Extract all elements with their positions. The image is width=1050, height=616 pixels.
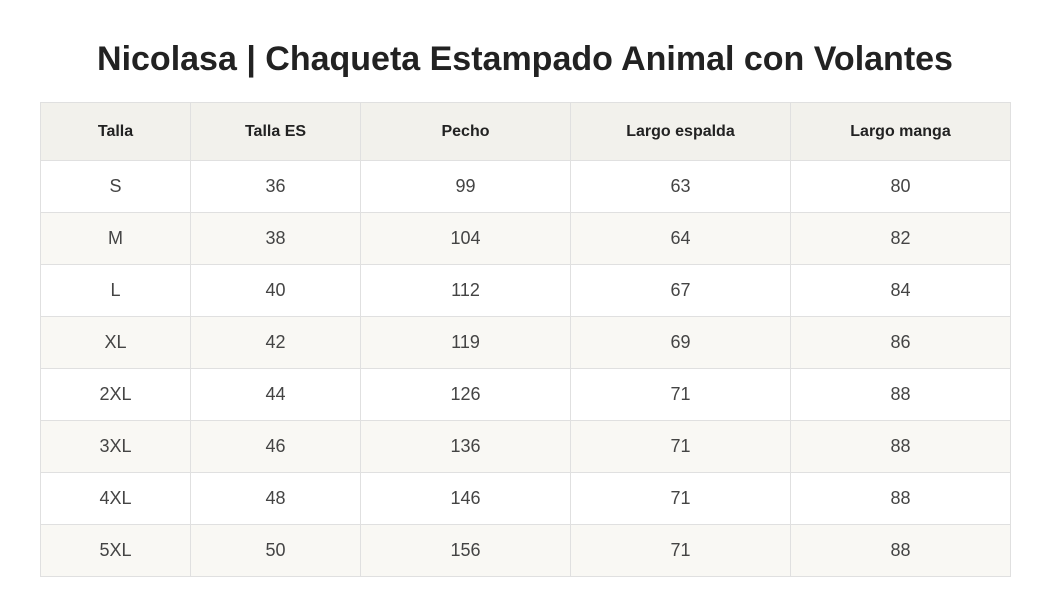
cell-largo-espalda: 67 bbox=[570, 264, 791, 317]
cell-talla: 3XL bbox=[40, 420, 191, 473]
cell-pecho: 156 bbox=[360, 524, 571, 577]
cell-largo-manga: 84 bbox=[790, 264, 1011, 317]
cell-talla: 2XL bbox=[40, 368, 191, 421]
cell-largo-manga: 88 bbox=[790, 524, 1011, 577]
cell-talla-es: 42 bbox=[190, 316, 361, 369]
size-chart-table: Talla Talla ES Pecho Largo espalda Largo… bbox=[40, 102, 1011, 577]
cell-talla: S bbox=[40, 160, 191, 213]
cell-talla-es: 40 bbox=[190, 264, 361, 317]
header-talla-es: Talla ES bbox=[190, 102, 361, 161]
table-header: Talla Talla ES Pecho Largo espalda Largo… bbox=[40, 102, 1011, 161]
table-row: 5XL 50 156 71 88 bbox=[40, 524, 1011, 577]
cell-pecho: 112 bbox=[360, 264, 571, 317]
cell-largo-espalda: 63 bbox=[570, 160, 791, 213]
header-talla: Talla bbox=[40, 102, 191, 161]
table-body: S 36 99 63 80 M 38 104 64 82 L 40 112 67… bbox=[40, 160, 1011, 577]
cell-largo-manga: 80 bbox=[790, 160, 1011, 213]
cell-talla: XL bbox=[40, 316, 191, 369]
page-title: Nicolasa | Chaqueta Estampado Animal con… bbox=[97, 40, 953, 78]
cell-talla-es: 44 bbox=[190, 368, 361, 421]
table-row: L 40 112 67 84 bbox=[40, 264, 1011, 317]
table-row: 3XL 46 136 71 88 bbox=[40, 420, 1011, 473]
cell-talla-es: 46 bbox=[190, 420, 361, 473]
cell-largo-espalda: 64 bbox=[570, 212, 791, 265]
cell-talla-es: 50 bbox=[190, 524, 361, 577]
table-row: 4XL 48 146 71 88 bbox=[40, 472, 1011, 525]
cell-largo-espalda: 71 bbox=[570, 368, 791, 421]
header-largo-manga: Largo manga bbox=[790, 102, 1011, 161]
cell-talla: 4XL bbox=[40, 472, 191, 525]
cell-talla: L bbox=[40, 264, 191, 317]
cell-largo-manga: 82 bbox=[790, 212, 1011, 265]
cell-pecho: 146 bbox=[360, 472, 571, 525]
cell-largo-manga: 88 bbox=[790, 472, 1011, 525]
cell-largo-manga: 86 bbox=[790, 316, 1011, 369]
cell-largo-espalda: 71 bbox=[570, 472, 791, 525]
cell-talla-es: 38 bbox=[190, 212, 361, 265]
cell-pecho: 136 bbox=[360, 420, 571, 473]
cell-largo-espalda: 71 bbox=[570, 420, 791, 473]
header-pecho: Pecho bbox=[360, 102, 571, 161]
cell-talla: 5XL bbox=[40, 524, 191, 577]
cell-talla: M bbox=[40, 212, 191, 265]
table-row: 2XL 44 126 71 88 bbox=[40, 368, 1011, 421]
cell-talla-es: 36 bbox=[190, 160, 361, 213]
cell-pecho: 119 bbox=[360, 316, 571, 369]
table-row: XL 42 119 69 86 bbox=[40, 316, 1011, 369]
cell-pecho: 104 bbox=[360, 212, 571, 265]
cell-pecho: 99 bbox=[360, 160, 571, 213]
header-row: Talla Talla ES Pecho Largo espalda Largo… bbox=[40, 102, 1011, 161]
cell-pecho: 126 bbox=[360, 368, 571, 421]
cell-largo-manga: 88 bbox=[790, 420, 1011, 473]
header-largo-espalda: Largo espalda bbox=[570, 102, 791, 161]
cell-largo-manga: 88 bbox=[790, 368, 1011, 421]
cell-largo-espalda: 69 bbox=[570, 316, 791, 369]
cell-largo-espalda: 71 bbox=[570, 524, 791, 577]
table-row: M 38 104 64 82 bbox=[40, 212, 1011, 265]
table-row: S 36 99 63 80 bbox=[40, 160, 1011, 213]
cell-talla-es: 48 bbox=[190, 472, 361, 525]
